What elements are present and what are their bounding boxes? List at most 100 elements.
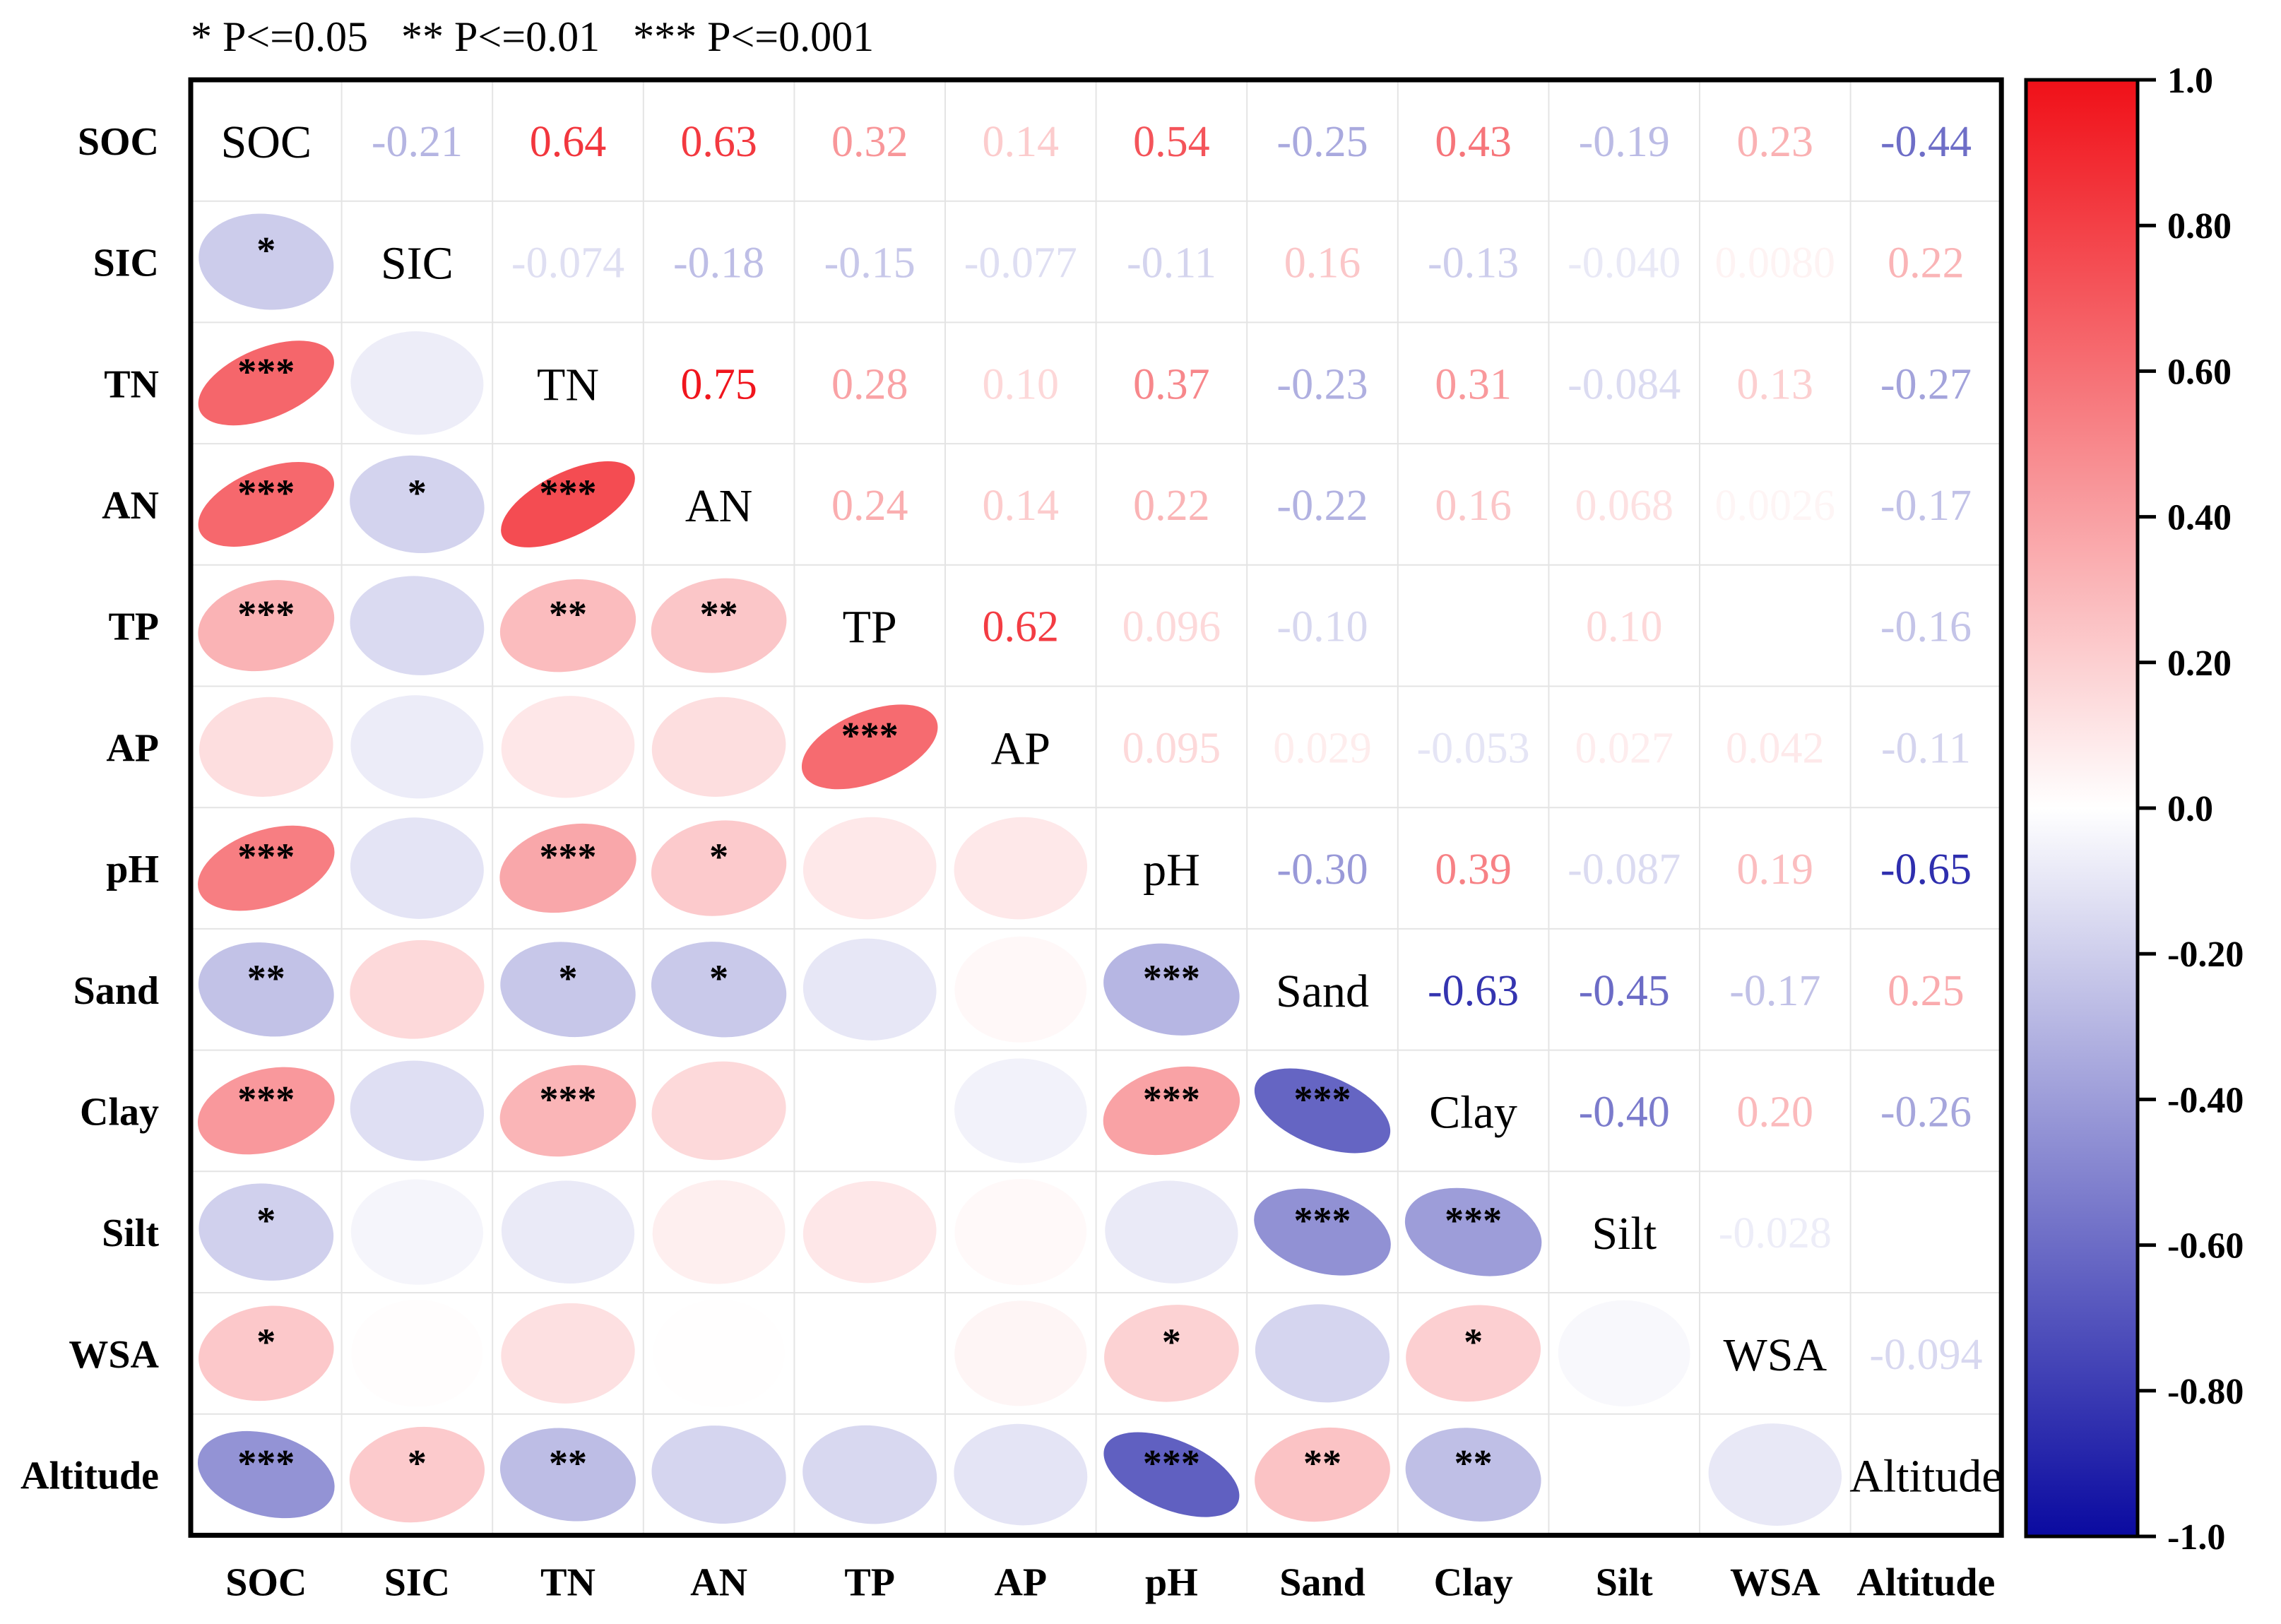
column-axis-labels: SOC SIC TN AN TP AP pH Sand Clay Silt WSA Altitude [225,1560,1995,1604]
ellipse-an-tn [501,461,635,547]
ellipse-ph-tp [802,817,937,920]
ellipse-ap-tn [501,696,635,798]
ellipse-clay-sand [1254,1068,1391,1154]
coef-ap-silt: 0.027 [1575,724,1673,772]
ellipse-markers: ******* * ****** ** ******** *** *** * * ****** **… [197,213,1842,1526]
coef-an-silt: 0.068 [1575,482,1673,530]
sig-star-clay-ph: *** [1143,1078,1200,1120]
diag-label-tn: TN [537,359,599,410]
diag-label-clay: Clay [1429,1086,1517,1138]
diag-label-an: AN [685,480,752,532]
row-axis-labels: SOC SIC TN AN TP AP pH Sand Clay Silt WSA Altitude [20,120,160,1498]
row-label-sand: Sand [73,969,159,1013]
ellipse-altitude-an [651,1426,786,1524]
coef-ph-altitude: -0.65 [1880,846,1972,894]
coef-tn-tp: 0.28 [831,360,908,408]
ellipse-wsa-sic [351,1299,483,1407]
coef-wsa-altitude: -0.094 [1869,1331,1982,1379]
sig-star-ph-soc: *** [237,836,295,878]
coef-tp-ph: 0.096 [1122,603,1221,651]
ellipse-clay-sic [350,1060,485,1161]
ellipse-wsa-clay [1406,1305,1541,1402]
color-scale-tick-label: 0.0 [2167,789,2213,829]
ellipse-clay-tn [499,1065,636,1157]
ellipse-wsa-silt [1558,1300,1690,1406]
col-label-ph: pH [1145,1560,1198,1604]
coef-soc-altitude: -0.44 [1880,118,1972,166]
row-label-altitude: Altitude [20,1454,159,1498]
coef-an-wsa: 0.0026 [1715,482,1836,530]
ellipse-an-sic [350,455,485,554]
ellipse-ph-an [651,820,787,916]
row-label-silt: Silt [102,1211,159,1255]
sig-star-altitude-soc: *** [237,1442,295,1485]
ellipse-ph-soc [198,825,335,911]
sig-star-altitude-tn: ** [549,1442,587,1485]
diag-label-altitude: Altitude [1849,1451,2002,1503]
sig-star-clay-soc: *** [237,1078,295,1120]
sig-star-wsa-ph: * [1162,1321,1181,1363]
color-scale-tick-label: -0.20 [2167,935,2244,975]
ellipse-wsa-sand [1255,1304,1390,1403]
coef-soc-wsa: 0.23 [1737,118,1814,166]
col-label-tp: TP [844,1560,895,1604]
sig-star-clay-tn: *** [540,1078,597,1120]
coef-soc-tn: 0.64 [530,118,607,166]
coef-ap-wsa: 0.042 [1726,724,1825,772]
sig-star-altitude-sic: * [408,1442,427,1485]
ellipse-sand-tp [802,938,937,1041]
row-label-clay: Clay [80,1090,159,1134]
coef-tp-altitude: -0.16 [1880,603,1972,651]
color-scale-tick-label: -0.80 [2167,1372,2244,1412]
sig-star-an-soc: *** [237,472,295,514]
sig-star-tp-soc: *** [237,593,295,636]
coefficient-labels: -0.21 0.64 0.63 0.32 0.14 0.54 -0.25 0.43 -0.19 0… [372,118,1983,1379]
ellipse-altitude-sand [1255,1427,1390,1522]
color-scale-tick-label: 0.60 [2167,352,2232,392]
col-label-sand: Sand [1279,1560,1365,1604]
coef-clay-altitude: -0.26 [1880,1088,1972,1136]
color-scale-tick-label: 1.0 [2167,61,2213,101]
ellipse-tp-tn [499,579,636,672]
ellipse-silt-sic [350,1179,483,1285]
coef-tp-sand: -0.10 [1276,603,1368,651]
ellipse-silt-ph [1105,1180,1238,1284]
sig-star-ph-an: * [709,836,728,878]
color-scale-tick-label: 0.40 [2167,498,2232,538]
coef-sic-clay: -0.13 [1428,239,1519,288]
coef-sic-altitude: 0.22 [1888,239,1965,288]
color-scale-tick-label: -0.40 [2167,1080,2244,1120]
coef-soc-tp: 0.32 [831,118,908,166]
ellipse-tp-an [651,578,787,673]
coef-sand-silt: -0.45 [1579,967,1670,1015]
sig-star-altitude-clay: ** [1454,1442,1493,1485]
coef-tp-silt: 0.10 [1586,603,1663,651]
coef-ph-silt: -0.087 [1568,846,1681,894]
col-label-silt: Silt [1596,1560,1653,1604]
ellipse-altitude-ap [954,1423,1088,1526]
color-scale-bar [2024,78,2140,1539]
ellipse-ph-sic [350,817,484,919]
coef-ap-clay: -0.053 [1417,724,1530,772]
ellipse-tn-soc [198,340,334,426]
coef-ap-altitude: -0.11 [1881,724,1971,772]
ellipse-ap-soc [199,697,333,797]
sig-star-sand-ph: *** [1143,957,1200,1000]
ellipse-silt-tp [802,1180,937,1284]
ellipse-ph-tn [499,823,636,913]
sig-star-ph-tn: *** [540,836,597,878]
diag-label-ap: AP [991,723,1050,774]
coef-ph-wsa: 0.19 [1737,846,1814,894]
coef-tn-altitude: -0.27 [1880,360,1972,408]
ellipse-altitude-tp [802,1425,937,1524]
ellipse-sic-soc [199,213,334,310]
sig-note-p001: *** P<=0.001 [633,13,874,60]
ellipse-wsa-tn [501,1303,635,1404]
ellipse-silt-clay [1404,1187,1542,1276]
diagonal-labels: SOC SIC TN AN TP AP pH Sand Clay Silt WSA Altitude [221,117,2003,1503]
coef-soc-sand: -0.25 [1276,118,1368,166]
ellipse-clay-ap [954,1058,1087,1163]
row-label-soc: SOC [78,120,159,164]
ellipse-sand-an [651,942,787,1038]
ellipse-clay-an [651,1061,786,1161]
